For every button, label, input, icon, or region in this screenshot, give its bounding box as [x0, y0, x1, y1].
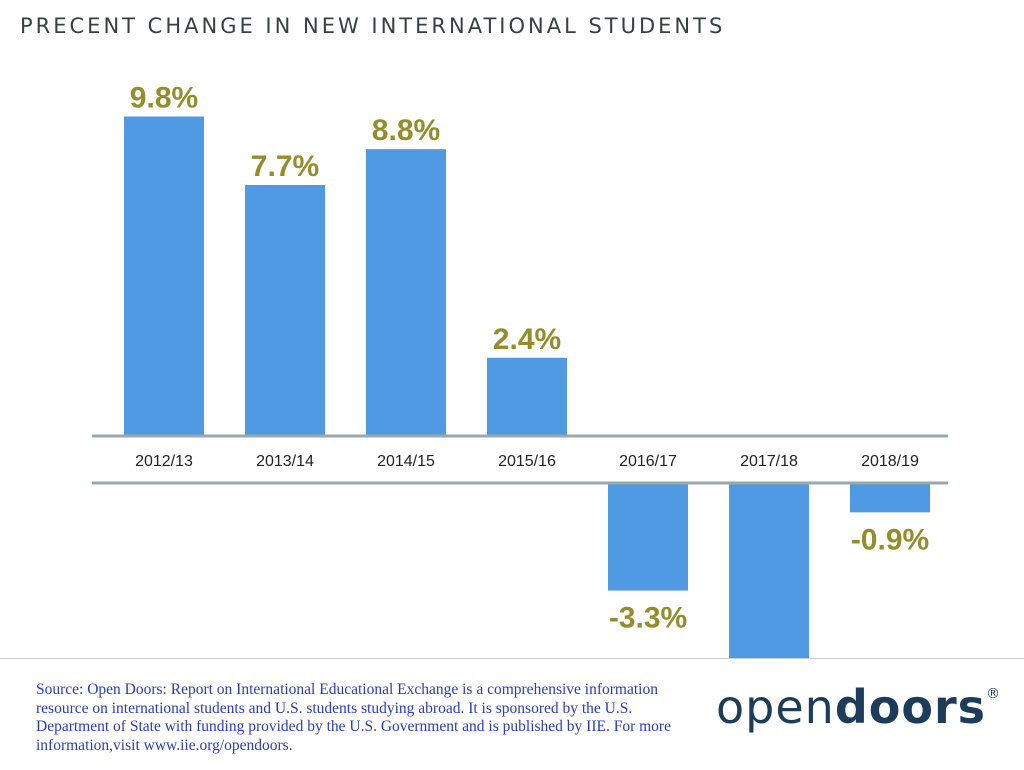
value-label-2014-15: 8.8%	[372, 114, 440, 147]
value-label-2012-13: 9.8%	[130, 82, 198, 115]
logo-text-light: open	[716, 680, 835, 734]
value-labels-group: 9.8%7.7%8.8%2.4%-3.3%-6.6%-0.9%	[130, 82, 929, 635]
bar-2017-18	[729, 483, 809, 658]
bar-2013-14	[245, 184, 325, 436]
category-label-2013-14: 2013/14	[256, 453, 314, 470]
category-label-2015-16: 2015/16	[498, 453, 556, 470]
bar-2014-15	[366, 149, 446, 436]
category-labels-group: 2012/13 2013/14 2014/15 2015/16 2016/17 2017/…	[135, 453, 919, 470]
value-label-2018-19: -0.9%	[851, 523, 929, 556]
category-label-2018-19: 2018/19	[861, 453, 919, 470]
category-label-2016-17: 2016/17	[619, 453, 677, 470]
value-label-2015-16: 2.4%	[493, 323, 561, 356]
chart-title: PRECENT CHANGE IN NEW INTERNATIONAL STUD…	[20, 14, 726, 38]
bar-chart: 2012/13 2013/14 2014/15 2015/16 2016/17 2017/…	[92, 82, 948, 658]
opendoors-logo: opendoors®	[716, 680, 1001, 734]
logo-text-bold: doors	[834, 680, 987, 734]
category-label-2017-18: 2017/18	[740, 453, 798, 470]
value-label-2016-17: -3.3%	[609, 602, 687, 635]
category-label-2012-13: 2012/13	[135, 453, 193, 470]
bar-2016-17	[608, 483, 688, 591]
bar-2012-13	[124, 116, 204, 437]
bar-2015-16	[487, 357, 567, 436]
bars-group	[124, 116, 930, 658]
footer-divider	[0, 658, 1024, 659]
bar-2018-19	[850, 483, 930, 513]
registered-mark: ®	[986, 686, 1002, 702]
category-label-2014-15: 2014/15	[377, 453, 435, 470]
value-label-2013-14: 7.7%	[251, 150, 319, 183]
source-note: Source: Open Doors: Report on Internatio…	[36, 681, 671, 754]
